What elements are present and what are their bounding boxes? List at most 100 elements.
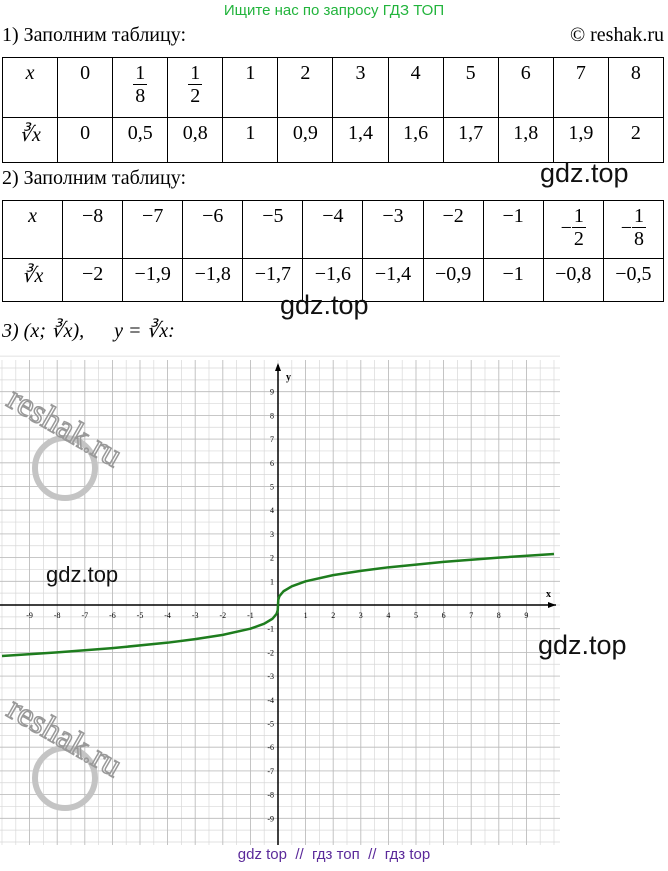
x-tick-label: 3 bbox=[359, 611, 363, 620]
table-cell: 5 bbox=[442, 57, 499, 118]
y-axis-label: y bbox=[286, 372, 291, 383]
x-tick-label: -5 bbox=[137, 611, 144, 620]
y-tick-label: 7 bbox=[270, 435, 274, 444]
table-cell: 1,6 bbox=[387, 117, 444, 163]
copyright: © reshak.ru bbox=[569, 24, 664, 46]
table-cell: 1,4 bbox=[332, 117, 389, 163]
numerator: 1 bbox=[632, 205, 647, 228]
y-tick-label: -4 bbox=[267, 696, 274, 705]
sign: − bbox=[560, 217, 572, 239]
table-cell: 2 bbox=[277, 57, 334, 118]
x-tick-label: -8 bbox=[54, 611, 61, 620]
table-cell: −1 8 bbox=[602, 200, 665, 259]
y-tick-label: -6 bbox=[267, 743, 274, 752]
table-cell: 8 bbox=[607, 57, 665, 118]
y-tick-label: 8 bbox=[270, 411, 274, 420]
x-arrow bbox=[548, 602, 556, 608]
y-tick-label: 3 bbox=[270, 530, 274, 539]
table-cell: 0 bbox=[57, 57, 114, 118]
denominator: 2 bbox=[190, 85, 201, 107]
y-tick-label: -8 bbox=[267, 791, 274, 800]
x-tick-label: 8 bbox=[497, 611, 501, 620]
table-cell: −1,9 bbox=[122, 258, 184, 302]
table: x 0 1 8 1 2 1 2 3 4 5 6 7 8 ∛x 0 0,5 0,8 1 0,9 1,4 1,6 1,7 1,8 1… bbox=[1, 57, 665, 163]
x-tick-label: 5 bbox=[414, 611, 418, 620]
table-cell: −3 bbox=[362, 200, 424, 259]
table-cell: −2 bbox=[62, 258, 124, 302]
y-tick-label: -9 bbox=[267, 814, 274, 823]
watermark: gdz.top bbox=[538, 630, 627, 660]
table-cell: 1,7 bbox=[442, 117, 499, 163]
watermark-circle bbox=[32, 435, 98, 501]
table-cell: −7 bbox=[122, 200, 184, 259]
watermark: gdz.top bbox=[540, 158, 629, 188]
x-tick-label: 1 bbox=[304, 611, 308, 620]
table-row: ∛x 0 0,5 0,8 1 0,9 1,4 1,6 1,7 1,8 1,9 2 bbox=[1, 117, 665, 163]
table-cell: −1,8 bbox=[182, 258, 244, 302]
x-tick-label: 6 bbox=[442, 611, 446, 620]
y-arrow bbox=[275, 363, 281, 371]
watermark: reshak.ru bbox=[1, 690, 128, 785]
table-cell: 2 bbox=[607, 117, 665, 163]
table-cell: ∛x bbox=[1, 117, 59, 163]
denominator: 8 bbox=[634, 228, 645, 250]
y-tick-label: 9 bbox=[270, 388, 274, 397]
table-cell: 4 bbox=[387, 57, 444, 118]
y-tick-label: -3 bbox=[267, 672, 274, 681]
section-title: 2) Заполним таблицу: bbox=[2, 167, 186, 189]
x-tick-label: -9 bbox=[26, 611, 33, 620]
footer: gdz top // гдз топ // гдз top bbox=[237, 846, 431, 863]
table: x −8 −7 −6 −5 −4 −3 −2 −1−1 2−1 8 ∛x −2 −1,9 −1,8 −1,7−… bbox=[1, 200, 665, 302]
x-tick-label: 9 bbox=[524, 611, 528, 620]
banner: Ищите нас по запросу ГДЗ ТОП bbox=[223, 2, 445, 19]
table-cell: −0,9 bbox=[422, 258, 484, 302]
curve bbox=[1, 552, 555, 658]
watermark: gdz.top bbox=[280, 290, 369, 320]
table-cell: 7 bbox=[552, 57, 609, 118]
y-tick-label: 1 bbox=[270, 577, 274, 586]
denominator: 8 bbox=[135, 85, 146, 107]
y-tick-label: -5 bbox=[267, 720, 274, 729]
x-tick-label: -2 bbox=[219, 611, 226, 620]
table-cell: −1 bbox=[482, 258, 544, 302]
numerator: 1 bbox=[571, 205, 586, 228]
table-cell: 1 bbox=[222, 117, 279, 163]
watermark-circle bbox=[32, 745, 98, 811]
table-cell: −1 2 bbox=[542, 200, 604, 259]
table-cell: 1,8 bbox=[497, 117, 554, 163]
y-tick-label: 4 bbox=[270, 506, 274, 515]
x-tick-label: -1 bbox=[247, 611, 254, 620]
table-row: ∛x −2 −1,9 −1,8 −1,7 −1,6 −1,4 −0,9 −1 −0,8 −0,5 bbox=[1, 258, 665, 302]
table-cell: −2 bbox=[422, 200, 484, 259]
table-cell: 0 bbox=[57, 117, 114, 163]
table-cell: −5 bbox=[242, 200, 304, 259]
table-cell: 1,9 bbox=[552, 117, 609, 163]
table-cell: 1 bbox=[222, 57, 279, 118]
table-cell: −1,4 bbox=[362, 258, 424, 302]
x-tick-label: -7 bbox=[81, 611, 88, 620]
y-tick-label: -7 bbox=[267, 767, 274, 776]
numerator: 1 bbox=[133, 62, 148, 85]
table-cell: −4 bbox=[302, 200, 364, 259]
table-cell: −8 bbox=[62, 200, 124, 259]
y-tick-label: 6 bbox=[270, 459, 274, 468]
table-cell: ∛x bbox=[1, 258, 64, 302]
table-cell: 0,5 bbox=[112, 117, 169, 163]
denominator: 2 bbox=[573, 228, 584, 250]
table-cell: −6 bbox=[182, 200, 244, 259]
section-title: 1) Заполним таблицу: bbox=[2, 24, 186, 46]
table-cell: −0,5 bbox=[602, 258, 665, 302]
x-tick-label: -3 bbox=[192, 611, 199, 620]
table-cell: 3 bbox=[332, 57, 389, 118]
x-tick-label: -6 bbox=[109, 611, 116, 620]
graph: -9 -8 -7 -6 -5 -4 -3 -2 -1 1 2 3 4 5 6 7 8 9 -9 -8 -7 -6 -5 -4 -… bbox=[0, 355, 560, 845]
table-cell: 0,8 bbox=[167, 117, 224, 163]
table-row: x −8 −7 −6 −5 −4 −3 −2 −1−1 2−1 8 bbox=[1, 200, 665, 259]
